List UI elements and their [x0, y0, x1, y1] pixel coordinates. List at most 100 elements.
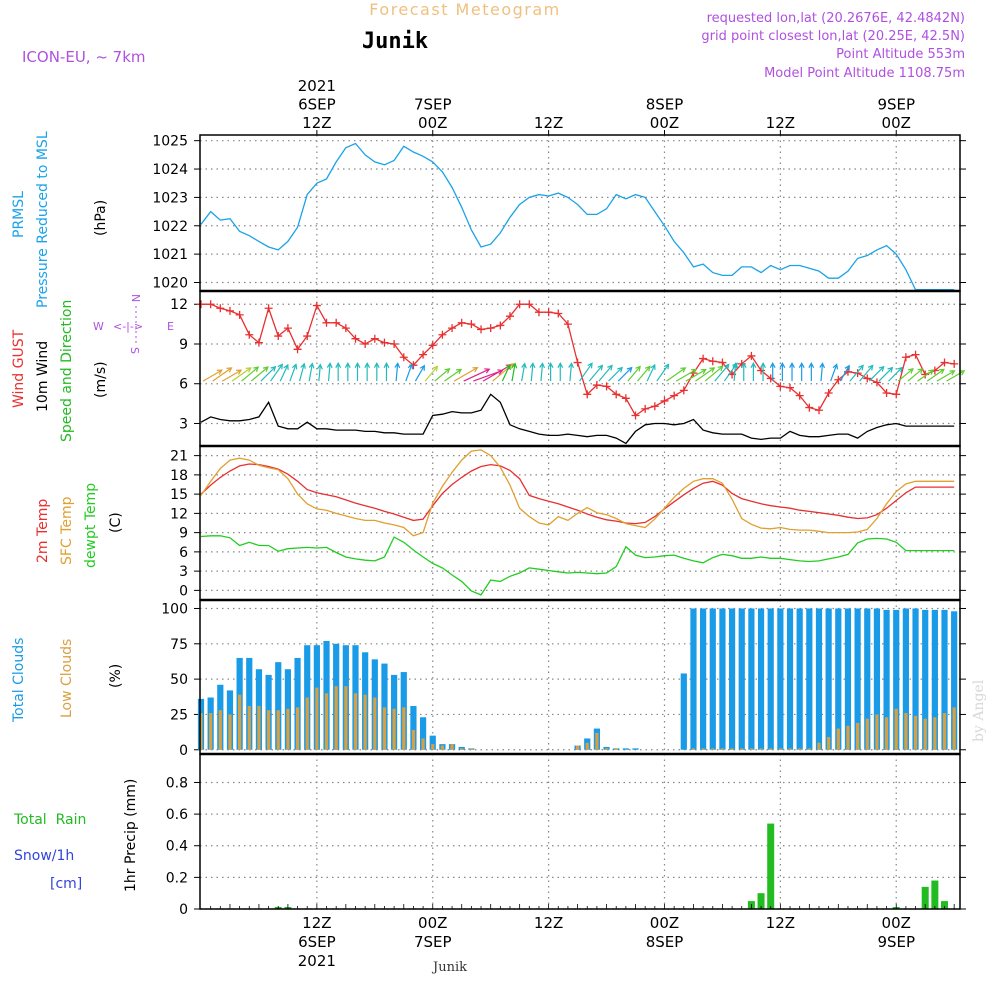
wind-arrow [917, 369, 934, 382]
wind10m-label: 10m Wind [35, 341, 51, 412]
compass-south: S [128, 347, 141, 354]
wind-arrow-head [887, 366, 894, 373]
gust-marker [660, 396, 669, 405]
wind-arrow [907, 368, 923, 382]
wind-arrow [318, 364, 321, 382]
low-cloud-bar [469, 748, 473, 750]
wind-arrow [598, 365, 613, 382]
wind-arrow-head [808, 362, 815, 368]
wind-arrow [839, 365, 850, 382]
gust-marker [814, 406, 823, 415]
ytick-label: 1022 [152, 219, 188, 235]
gust-marker [225, 306, 234, 315]
ytick-label: 6 [179, 377, 188, 393]
prmsl-label: PRMSL [11, 191, 27, 238]
wind-arrow [936, 370, 955, 382]
ytick-label: 21 [170, 449, 188, 465]
top-time-label: 12Z [766, 114, 795, 132]
wind-arrow [627, 366, 641, 382]
wind-arrow-head [680, 367, 687, 373]
wind-arrow-head [291, 363, 298, 370]
wind-arrow-head [617, 366, 623, 373]
total-cloud-bar [864, 608, 871, 750]
rain-bar [931, 880, 939, 909]
gust-marker [515, 300, 524, 309]
wind-arrow-head [709, 367, 716, 373]
wind-arrow [897, 368, 914, 382]
gust-marker [477, 325, 486, 334]
10m-wind-line [200, 393, 955, 445]
compass-row: <-|-> [113, 320, 143, 333]
low-cloud-bar [276, 710, 280, 750]
cloud-side-labels: Total Clouds Low Clouds (%) [11, 638, 124, 723]
low-cloud-bar [875, 714, 879, 750]
low-cloud-bar [353, 693, 358, 750]
temp2m-label: 2m Temp [35, 499, 51, 563]
ytick-label: 50 [170, 672, 188, 688]
low-cloud-bar [411, 729, 416, 750]
ytick-label: 0.6 [166, 807, 188, 823]
wind-arrow [279, 364, 289, 382]
low-cloud-bar [286, 708, 290, 750]
snow-unit-label: [cm] [50, 876, 82, 892]
rain-bar [921, 886, 929, 909]
compass-west: W [93, 320, 104, 333]
gust-marker [361, 339, 370, 348]
temperature-panel: 0 3 6 9 12 15 18 21 [170, 444, 966, 601]
low-cloud-bar [595, 732, 599, 750]
wind-panel: 3 6 9 12 [170, 289, 966, 447]
wind-arrow [569, 363, 573, 382]
rain-bar [941, 901, 949, 909]
gust-marker [718, 358, 727, 367]
total-cloud-bar [709, 608, 716, 750]
gust-marker [892, 390, 901, 399]
top-time-label: 6SEP [298, 96, 336, 114]
top-time-label: 12Z [534, 114, 563, 132]
total-cloud-bar [893, 609, 900, 750]
low-cloud-bar [344, 686, 348, 750]
gust-marker [631, 411, 640, 420]
low-cloud-bar [730, 748, 734, 750]
wind-arrow [733, 363, 737, 382]
wind-arrow [434, 368, 450, 382]
sfc-temp-label: SFC Temp [59, 496, 75, 565]
wind-arrow-head [663, 363, 670, 370]
gust-marker [786, 383, 795, 392]
wind-arrow-head [308, 362, 315, 369]
gust-marker [641, 404, 650, 413]
wind-arrow-head [917, 367, 924, 374]
compass-east: E [167, 320, 174, 333]
low-cloud-bar [856, 722, 860, 750]
wind-arrow [656, 364, 670, 382]
gust-marker [911, 350, 920, 359]
temp-side-labels: 2m Temp SFC Temp dewpt Temp (C) [35, 483, 124, 568]
gust-marker [776, 382, 785, 391]
wind-compass: N <-|-> W E S [93, 294, 174, 354]
total-cloud-bar [786, 608, 794, 750]
wind-arrow [820, 363, 824, 382]
wind-arrow [859, 365, 874, 382]
ytick-label: 9 [179, 337, 188, 353]
ytick-label: 18 [170, 468, 188, 484]
low-cloud-bar [759, 748, 763, 750]
precip-side-labels: 1hr Precip (mm) Total Rain Snow/1h [cm] [13, 779, 139, 892]
gust-marker [428, 341, 437, 350]
wind-arrow [868, 366, 885, 382]
wind-arrow [395, 363, 399, 382]
wind-arrow-head [432, 365, 439, 372]
ytick-label: 25 [170, 707, 188, 723]
low-cloud-bar [218, 710, 222, 750]
low-cloud-bar [209, 713, 213, 750]
gust-marker [496, 321, 505, 330]
gust-marker [863, 374, 872, 383]
low-cloud-bar [295, 707, 300, 750]
gust-marker [380, 338, 389, 347]
dewpt-label: dewpt Temp [83, 483, 99, 568]
pressure-unit: (hPa) [93, 200, 109, 236]
ytick-label: 0.2 [166, 870, 188, 886]
dewpt-temp-line [200, 535, 955, 596]
wind-arrow-head [597, 364, 604, 371]
wind-arrow-head [938, 368, 945, 375]
ytick-label: 6 [179, 545, 188, 561]
